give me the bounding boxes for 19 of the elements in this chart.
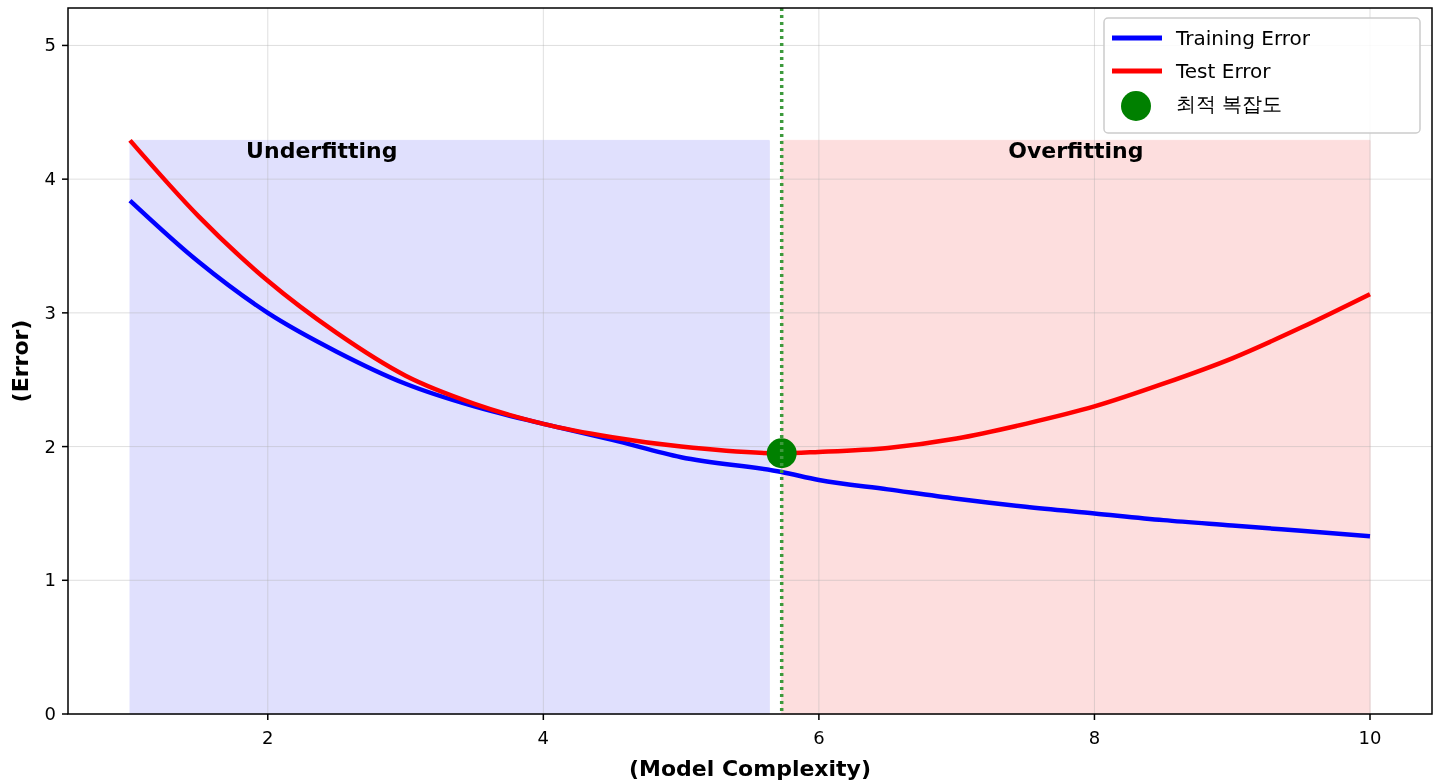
y-tick-label: 4 xyxy=(44,168,56,190)
annotation: Overfitting xyxy=(1008,138,1144,164)
annotation: Underfitting xyxy=(246,138,398,164)
y-axis-title: (Error) xyxy=(8,319,33,403)
y-tick-label: 1 xyxy=(44,569,56,591)
x-tick-label: 10 xyxy=(1358,727,1382,748)
legend-label: 최적 복잡도 xyxy=(1176,92,1283,116)
legend-label: Training Error xyxy=(1175,26,1311,50)
y-tick-label: 3 xyxy=(44,301,56,323)
y-tick-label: 0 xyxy=(44,703,56,724)
line-series xyxy=(127,138,1373,456)
legend-label: Test Error xyxy=(1175,59,1272,83)
x-tick-label: 4 xyxy=(537,727,550,748)
x-axis-title: (Model Complexity) xyxy=(629,756,871,781)
x-tick-label: 2 xyxy=(262,727,274,748)
y-tick-label: 2 xyxy=(44,435,56,457)
x-tick-label: 8 xyxy=(1088,727,1101,748)
x-tick-label: 6 xyxy=(813,727,825,748)
y-tick-label: 5 xyxy=(44,34,56,56)
